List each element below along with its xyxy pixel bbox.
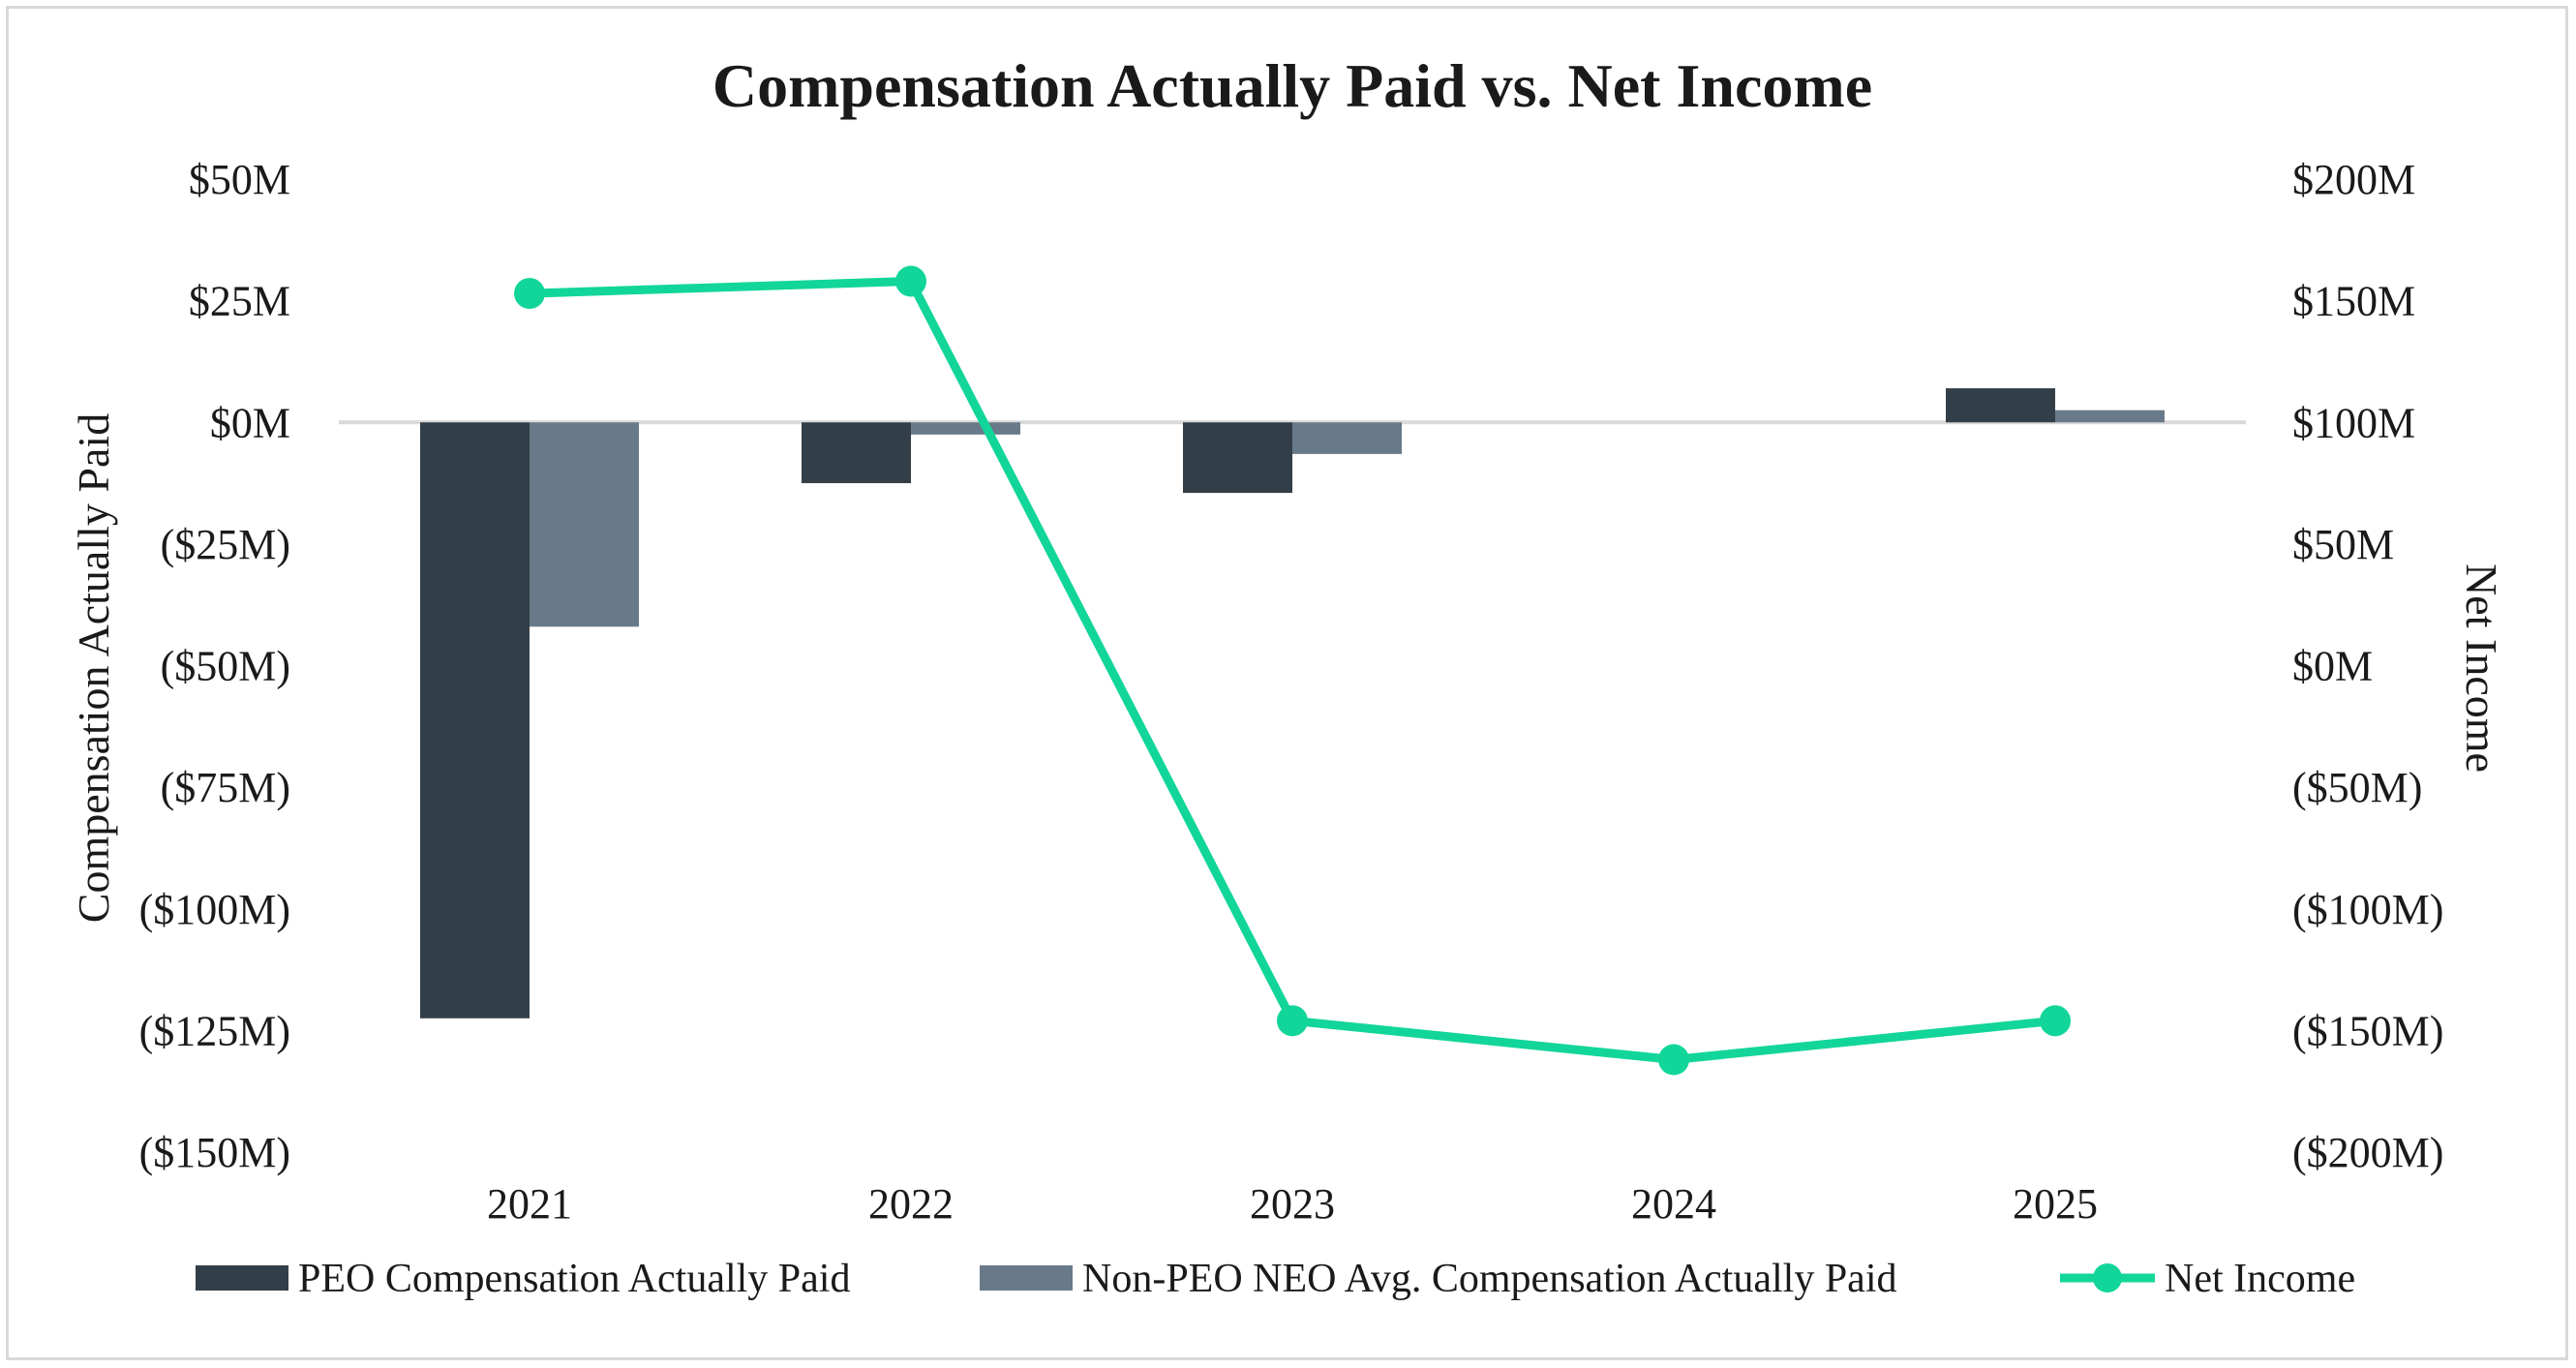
y2-tick-label: $50M [2292, 521, 2394, 568]
non-peo-bar [911, 422, 1020, 435]
x-tick-label: 2023 [1250, 1180, 1335, 1228]
legend-swatch-peo [196, 1265, 288, 1291]
x-tick-label: 2021 [487, 1180, 572, 1228]
y2-tick-label: ($150M) [2292, 1007, 2443, 1054]
y-tick-label: ($50M) [161, 643, 290, 690]
net-income-line [530, 282, 2055, 1060]
x-tick-label: 2022 [868, 1180, 954, 1228]
y2-tick-label: ($50M) [2292, 764, 2422, 811]
y2-tick-label: ($200M) [2292, 1129, 2443, 1176]
y2-tick-label: $200M [2292, 156, 2415, 203]
non-peo-bar [1292, 422, 1402, 454]
net-income-point [1277, 1005, 1308, 1036]
legend-item-net-income: Net Income [2060, 1257, 2355, 1301]
net-income-point [514, 278, 545, 309]
y-tick-label: $25M [189, 278, 290, 325]
net-income-point [1658, 1045, 1689, 1076]
net-income-point [895, 266, 926, 297]
peo-bar [1946, 388, 2055, 422]
right-axis-ticks: $200M $150M $100M $50M $0M ($50M) ($100M) ($150… [2292, 156, 2443, 1176]
y2-tick-label: ($100M) [2292, 886, 2443, 933]
non-peo-bar [2055, 410, 2165, 423]
bars [420, 388, 2165, 1018]
legend-swatch-non-peo [980, 1265, 1073, 1291]
legend-item-non-peo: Non-PEO NEO Avg. Compensation Actually P… [980, 1257, 1897, 1301]
peo-bar [1183, 422, 1292, 493]
y-tick-label: $0M [210, 399, 290, 446]
legend-label-net-income: Net Income [2165, 1257, 2355, 1301]
y-tick-label: ($100M) [139, 886, 290, 933]
y-tick-label: $50M [189, 156, 290, 203]
y2-axis-title: Net Income [2457, 563, 2506, 773]
chart-title: Compensation Actually Paid vs. Net Incom… [712, 51, 1872, 120]
x-tick-label: 2024 [1631, 1180, 1716, 1228]
net-income-point [2040, 1005, 2071, 1036]
peo-bar [420, 422, 530, 1018]
non-peo-bar [530, 422, 639, 626]
y2-tick-label: $0M [2292, 643, 2373, 690]
y2-tick-label: $150M [2292, 278, 2415, 325]
legend-label-peo: PEO Compensation Actually Paid [298, 1257, 850, 1301]
peo-bar [802, 422, 911, 483]
y-tick-label: ($125M) [139, 1007, 290, 1054]
legend: PEO Compensation Actually Paid Non-PEO N… [196, 1257, 2355, 1301]
y-axis-title: Compensation Actually Paid [69, 413, 118, 923]
x-axis-ticks: 2021 2022 2023 2024 2025 [487, 1180, 2098, 1228]
left-axis-ticks: $50M $25M $0M ($25M) ($50M) ($75M) ($100M) ($12… [139, 156, 290, 1176]
legend-label-non-peo: Non-PEO NEO Avg. Compensation Actually P… [1082, 1257, 1897, 1301]
y-tick-label: ($25M) [161, 521, 290, 568]
x-tick-label: 2025 [2013, 1180, 2098, 1228]
y-tick-label: ($75M) [161, 764, 290, 811]
legend-marker-net-income [2093, 1263, 2122, 1292]
y2-tick-label: $100M [2292, 399, 2415, 446]
y-tick-label: ($150M) [139, 1129, 290, 1176]
net-income-series [514, 266, 2071, 1076]
legend-item-peo: PEO Compensation Actually Paid [196, 1257, 850, 1301]
